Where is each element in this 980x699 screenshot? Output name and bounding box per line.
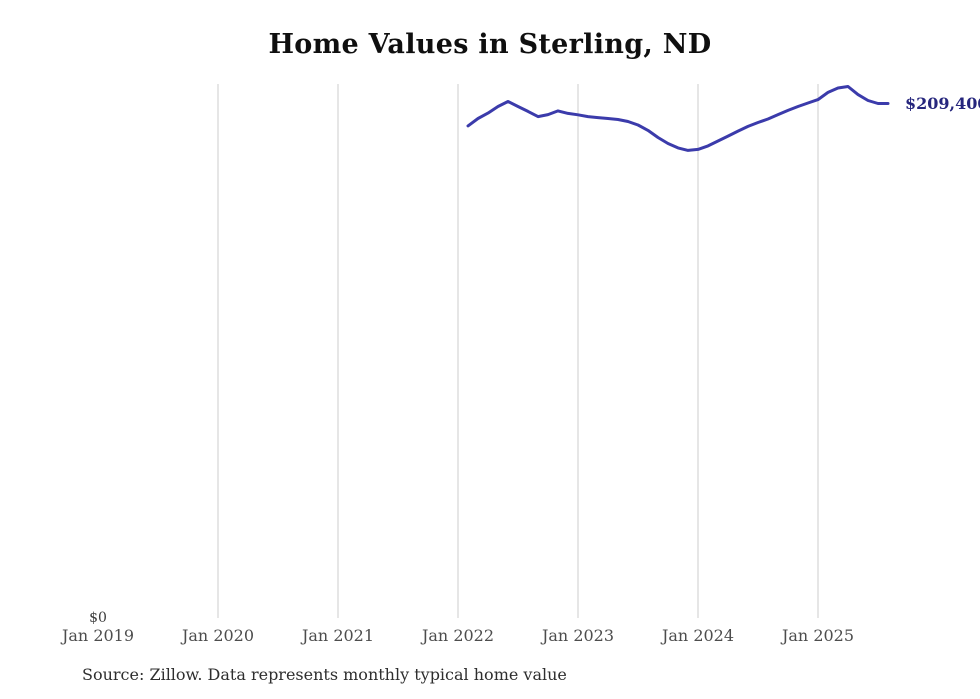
x-axis-label: Jan 2020	[181, 626, 255, 645]
x-axis-label: Jan 2019	[61, 626, 135, 645]
home-value-line	[466, 85, 890, 152]
y-axis-zero-label: $0	[89, 610, 107, 626]
gridlines	[217, 84, 819, 618]
source-note: Source: Zillow. Data represents monthly …	[82, 665, 567, 684]
latest-value-label: $209,400	[905, 93, 980, 113]
x-axis-label: Jan 2022	[421, 626, 495, 645]
x-axis-label: Jan 2023	[541, 626, 615, 645]
chart-title: Home Values in Sterling, ND	[268, 29, 712, 60]
x-axis-label: Jan 2025	[781, 626, 855, 645]
x-axis-label: Jan 2024	[661, 626, 735, 645]
x-axis-label: Jan 2021	[301, 626, 375, 645]
